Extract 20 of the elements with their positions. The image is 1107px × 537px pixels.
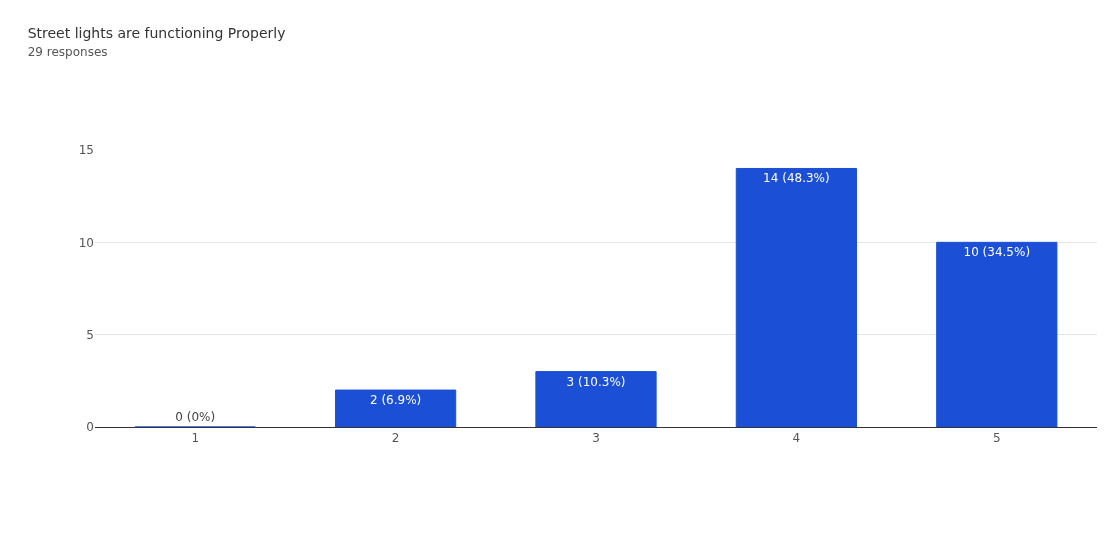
x-tick-label: 1 [191,431,200,446]
bar [535,371,657,427]
data-label: 2 (6.9%) [369,393,422,408]
chart-subtitle: 29 responses [27,44,108,59]
data-label: 14 (48.3%) [763,171,830,186]
data-label: 10 (34.5%) [963,245,1031,260]
x-tick-label: 2 [391,431,400,446]
data-label: 3 (10.3%) [566,374,626,389]
y-tick-label: 0 [86,420,94,435]
data-label: 0 (0%) [175,410,216,424]
x-tick-label: 4 [792,431,801,446]
chart-title: Street lights are functioning Properly [27,24,286,41]
bar [334,389,457,427]
y-tick-label: 15 [78,143,94,158]
x-tick-label: 5 [992,431,1001,446]
bar [936,241,1058,427]
y-tick-label: 10 [78,235,94,250]
x-tick-label: 3 [592,431,600,446]
y-tick-label: 5 [86,327,94,342]
bar [735,167,858,427]
